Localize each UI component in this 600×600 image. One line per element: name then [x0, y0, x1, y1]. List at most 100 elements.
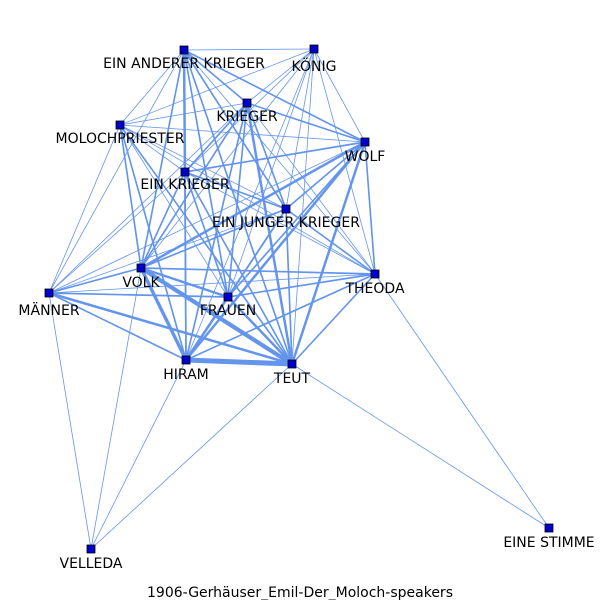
edge-molochpriester-volk — [119, 124, 142, 269]
node-frauen[interactable] — [223, 292, 233, 302]
labels-layer: EIN ANDERER KRIEGER KÖNIG KRIEGER MOLOCHPRI… — [18, 56, 594, 572]
edge-hiram-theoda — [185, 273, 376, 361]
edge-theoda-eine-stimme — [374, 273, 550, 529]
edge-wolf-ein-krieger — [184, 141, 366, 173]
node-label-frauen: FRAUEN — [200, 303, 256, 319]
node-label-eine-stimme: EINE STIMME — [503, 535, 594, 551]
node-velleda[interactable] — [86, 544, 96, 554]
edge-ein-krieger-hiram — [184, 171, 187, 361]
edge-frauen-hiram — [184, 295, 230, 362]
edge-frauen-theoda — [227, 273, 376, 298]
edge-koenig-frauen — [227, 48, 315, 298]
edge-volk-maenner — [48, 267, 142, 294]
edge-molochpriester-maenner — [48, 124, 121, 294]
edge-ein-krieger-volk — [140, 171, 186, 269]
edge-koenig-krieger — [246, 48, 315, 104]
node-koenig[interactable] — [309, 44, 319, 54]
node-ein-krieger[interactable] — [180, 167, 190, 177]
edge-ein-krieger-maenner — [48, 171, 186, 294]
edge-volk-frauen — [139, 266, 230, 299]
node-label-teut: TEUT — [273, 371, 311, 387]
edges-layer — [47, 48, 550, 550]
edge-frauen-teut — [226, 295, 294, 366]
edge-molochpriester-ein-junger-krieger — [119, 124, 287, 210]
edge-ein-krieger-ein-junger-krieger — [184, 171, 287, 210]
edge-volk-velleda — [90, 267, 142, 550]
edge-maenner-frauen — [48, 292, 229, 298]
edge-hiram-teut — [183, 357, 295, 367]
edge-koenig-theoda — [313, 48, 376, 275]
edge-wolf-theoda — [364, 141, 376, 275]
edge-molochpriester-ein-krieger — [119, 124, 186, 173]
edge-ein-anderer-krieger-ein-junger-krieger — [183, 49, 287, 210]
edge-molochpriester-theoda — [119, 124, 376, 275]
edge-teut-eine-stimme — [291, 363, 550, 529]
node-volk[interactable] — [136, 263, 146, 273]
node-theoda[interactable] — [370, 269, 380, 279]
node-label-ein-krieger: EIN KRIEGER — [140, 177, 229, 193]
node-label-hiram: HIRAM — [163, 367, 208, 383]
node-label-molochpriester: MOLOCHPRIESTER — [56, 131, 185, 147]
node-maenner[interactable] — [44, 288, 54, 298]
edge-ein-anderer-krieger-teut — [183, 49, 293, 365]
node-label-theoda: THEODA — [344, 281, 404, 297]
edge-krieger-maenner — [48, 102, 248, 294]
edge-ein-krieger-frauen — [184, 171, 229, 298]
edge-ein-junger-krieger-volk — [140, 208, 287, 269]
node-eine-stimme[interactable] — [544, 523, 554, 533]
node-teut[interactable] — [287, 359, 297, 369]
node-label-velleda: VELLEDA — [60, 556, 123, 572]
node-ein-anderer-krieger[interactable] — [179, 45, 189, 55]
edge-koenig-molochpriester — [119, 48, 315, 126]
node-hiram[interactable] — [181, 355, 191, 365]
edge-krieger-ein-krieger — [184, 102, 248, 173]
edge-molochpriester-wolf — [119, 124, 366, 143]
edge-koenig-volk — [140, 48, 315, 269]
node-wolf[interactable] — [360, 137, 370, 147]
edge-maenner-velleda — [48, 292, 92, 550]
edge-ein-anderer-krieger-molochpriester — [119, 49, 185, 126]
edge-wolf-hiram — [184, 140, 367, 362]
edge-maenner-hiram — [48, 292, 187, 361]
edge-koenig-teut — [291, 48, 315, 365]
node-label-ein-anderer-krieger: EIN ANDERER KRIEGER — [103, 56, 265, 72]
edge-ein-krieger-theoda — [184, 171, 376, 275]
edge-wolf-maenner — [48, 141, 366, 294]
edge-krieger-wolf — [246, 102, 366, 143]
edge-maenner-teut — [47, 291, 294, 366]
edge-wolf-ein-junger-krieger — [285, 141, 366, 210]
edge-koenig-wolf — [313, 48, 366, 143]
node-krieger[interactable] — [242, 98, 252, 108]
edge-ein-anderer-krieger-maenner — [48, 49, 185, 294]
edge-teut-velleda — [90, 363, 293, 550]
node-label-krieger: KRIEGER — [216, 109, 278, 125]
edge-volk-theoda — [140, 267, 376, 275]
edge-teut-theoda — [291, 273, 376, 365]
edge-krieger-molochpriester — [119, 102, 248, 126]
graph-caption: 1906-Gerhäuser_Emil-Der_Moloch-speakers — [147, 585, 453, 600]
edge-maenner-theoda — [48, 273, 376, 294]
edge-ein-anderer-krieger-volk — [140, 49, 185, 269]
edge-koenig-ein-junger-krieger — [285, 48, 315, 210]
edge-ein-junger-krieger-maenner — [48, 208, 287, 294]
node-ein-junger-krieger[interactable] — [281, 204, 291, 214]
edge-molochpriester-frauen — [119, 124, 229, 298]
edge-ein-junger-krieger-theoda — [285, 208, 376, 275]
nodes-layer — [44, 44, 554, 554]
edge-volk-hiram — [139, 266, 188, 362]
node-label-koenig: KÖNIG — [292, 57, 337, 75]
edge-ein-anderer-krieger-frauen — [183, 49, 229, 298]
edge-ein-junger-krieger-teut — [285, 208, 293, 365]
node-label-volk: VOLK — [122, 275, 160, 291]
edge-hiram-velleda — [90, 359, 187, 550]
edge-wolf-teut — [290, 140, 367, 366]
edge-ein-anderer-krieger-koenig — [183, 48, 315, 51]
node-label-maenner: MÄNNER — [18, 301, 79, 319]
node-label-ein-junger-krieger: EIN JUNGER KRIEGER — [212, 215, 360, 231]
node-label-wolf: WOLF — [345, 149, 386, 165]
edge-ein-anderer-krieger-krieger — [183, 49, 248, 104]
edge-ein-krieger-teut — [184, 171, 293, 365]
node-molochpriester[interactable] — [115, 120, 125, 130]
edge-krieger-hiram — [185, 102, 248, 361]
